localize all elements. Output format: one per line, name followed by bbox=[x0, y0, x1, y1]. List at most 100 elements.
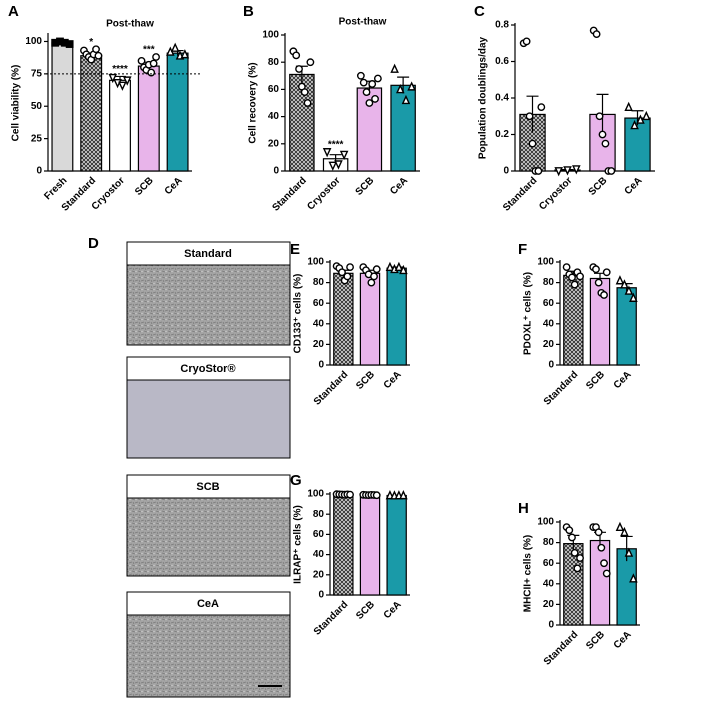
data-point bbox=[372, 491, 381, 500]
x-tick-label: SCB bbox=[354, 599, 377, 622]
y-tick-label: 0 bbox=[318, 360, 324, 371]
data-point bbox=[554, 167, 563, 177]
data-point bbox=[371, 95, 379, 103]
data-point bbox=[367, 278, 376, 287]
data-point bbox=[368, 80, 377, 88]
data-point bbox=[395, 84, 405, 94]
data-point bbox=[629, 292, 638, 302]
data-point bbox=[528, 139, 537, 148]
y-tick-label: 40 bbox=[313, 318, 325, 329]
data-point bbox=[620, 279, 629, 289]
y-tick-label: 50 bbox=[31, 101, 43, 112]
y-tick-label: 40 bbox=[543, 578, 555, 589]
x-tick-label: Fresh bbox=[42, 175, 69, 202]
x-tick-label: CeA bbox=[382, 369, 404, 391]
data-point bbox=[92, 45, 100, 54]
micrograph bbox=[126, 497, 291, 577]
y-tick-label: 0 bbox=[318, 590, 324, 601]
data-point bbox=[594, 278, 603, 287]
y-tick-label: 100 bbox=[307, 257, 324, 268]
y-tick-label: 60 bbox=[313, 529, 325, 540]
data-point bbox=[122, 76, 132, 86]
micrograph-panel: D Standard CryoStor® SCB CeA bbox=[88, 235, 291, 698]
x-tick-label: Standard bbox=[501, 175, 539, 213]
data-point bbox=[602, 268, 611, 277]
y-axis-label: ILRAP⁺ cells (%) bbox=[293, 505, 304, 584]
data-point bbox=[568, 533, 576, 542]
x-tick-label: CeA bbox=[612, 369, 634, 391]
y-tick-label: 0 bbox=[273, 166, 279, 177]
data-point bbox=[346, 263, 354, 272]
data-point bbox=[372, 265, 381, 274]
data-point bbox=[615, 275, 625, 285]
x-tick-label: CeA bbox=[612, 629, 634, 651]
y-tick-label: 60 bbox=[268, 84, 280, 95]
data-point bbox=[152, 53, 160, 61]
x-tick-label: Standard bbox=[542, 629, 580, 667]
data-point bbox=[385, 261, 395, 272]
y-axis-label: PDOXL⁺ cells (%) bbox=[523, 272, 534, 355]
data-point bbox=[562, 263, 571, 272]
significance: * bbox=[89, 37, 93, 48]
y-tick-label: 20 bbox=[543, 339, 555, 350]
micrograph bbox=[126, 264, 291, 346]
data-point bbox=[624, 101, 633, 112]
x-tick-label: Standard bbox=[312, 599, 350, 637]
y-tick-label: 80 bbox=[313, 509, 325, 520]
data-point bbox=[407, 81, 416, 91]
data-point bbox=[537, 103, 546, 112]
y-tick-label: 60 bbox=[543, 298, 555, 309]
y-tick-label: 60 bbox=[543, 558, 555, 569]
y-tick-label: 0 bbox=[548, 620, 554, 631]
x-tick-label: SCB bbox=[133, 175, 156, 198]
data-point bbox=[600, 559, 608, 568]
y-tick-label: 100 bbox=[262, 30, 279, 41]
data-point bbox=[597, 543, 606, 552]
data-point bbox=[322, 148, 332, 158]
caption: CeA bbox=[197, 598, 219, 610]
data-point bbox=[624, 285, 634, 295]
data-point bbox=[642, 110, 651, 121]
significance: **** bbox=[328, 140, 344, 151]
bar bbox=[563, 274, 584, 366]
bar bbox=[80, 55, 103, 172]
micrograph bbox=[126, 614, 291, 698]
significance: **** bbox=[112, 64, 128, 75]
data-point bbox=[343, 272, 352, 281]
chart-title: Post-thaw bbox=[339, 17, 387, 28]
data-point bbox=[629, 573, 638, 583]
y-tick-label: 40 bbox=[268, 111, 280, 122]
y-tick-label: 20 bbox=[268, 138, 280, 149]
y-tick-label: 100 bbox=[537, 257, 554, 268]
data-point bbox=[137, 57, 146, 65]
bar bbox=[359, 494, 381, 596]
data-point bbox=[65, 40, 74, 48]
y-tick-label: 60 bbox=[313, 298, 325, 309]
data-point bbox=[594, 528, 603, 537]
data-point bbox=[615, 521, 625, 532]
data-point bbox=[401, 94, 411, 105]
data-point bbox=[328, 161, 338, 171]
data-point bbox=[592, 265, 600, 274]
y-tick-label: 0 bbox=[36, 166, 42, 177]
x-tick-label: SCB bbox=[587, 175, 610, 198]
data-point bbox=[356, 71, 365, 80]
x-tick-label: CeA bbox=[163, 175, 185, 197]
data-point bbox=[180, 49, 190, 59]
y-tick-label: 40 bbox=[543, 318, 555, 329]
x-tick-label: CeA bbox=[382, 599, 404, 621]
y-tick-label: 75 bbox=[31, 68, 43, 79]
x-tick-label: Cryostor bbox=[537, 175, 574, 212]
data-point bbox=[598, 130, 607, 139]
data-point bbox=[334, 160, 343, 170]
data-point bbox=[570, 549, 579, 557]
bar bbox=[386, 494, 407, 596]
data-point bbox=[630, 120, 639, 130]
y-tick-label: 20 bbox=[313, 339, 325, 350]
panel-label: C bbox=[474, 3, 485, 20]
data-point bbox=[620, 526, 629, 537]
data-point bbox=[565, 526, 574, 535]
data-point bbox=[394, 261, 404, 272]
bar bbox=[166, 52, 189, 172]
